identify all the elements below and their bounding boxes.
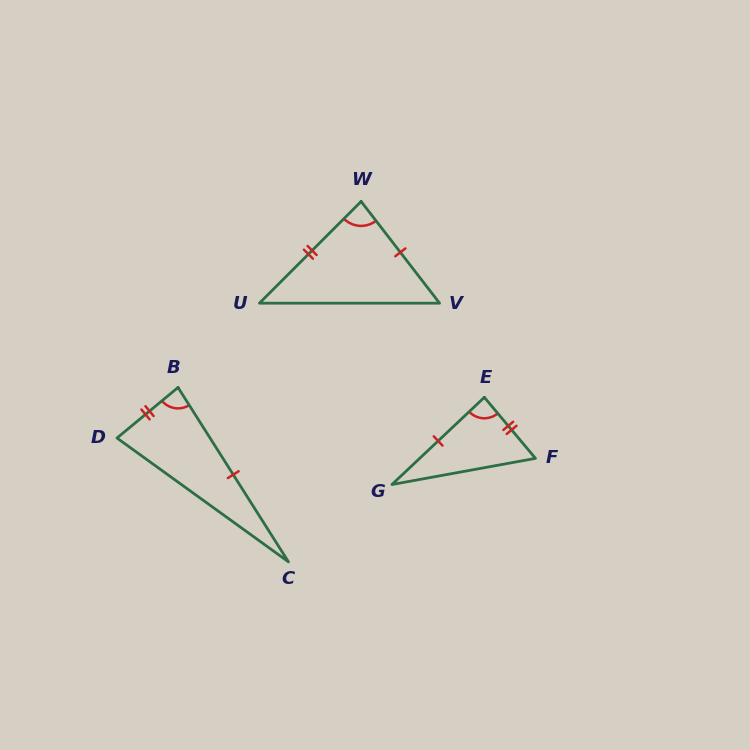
Text: V: V xyxy=(448,296,462,314)
Text: U: U xyxy=(233,296,248,314)
Text: G: G xyxy=(370,483,385,501)
Text: E: E xyxy=(480,368,492,386)
Text: B: B xyxy=(167,359,181,377)
Text: F: F xyxy=(546,449,558,467)
Text: D: D xyxy=(91,429,106,447)
Text: C: C xyxy=(282,570,295,588)
Text: W: W xyxy=(351,171,371,189)
